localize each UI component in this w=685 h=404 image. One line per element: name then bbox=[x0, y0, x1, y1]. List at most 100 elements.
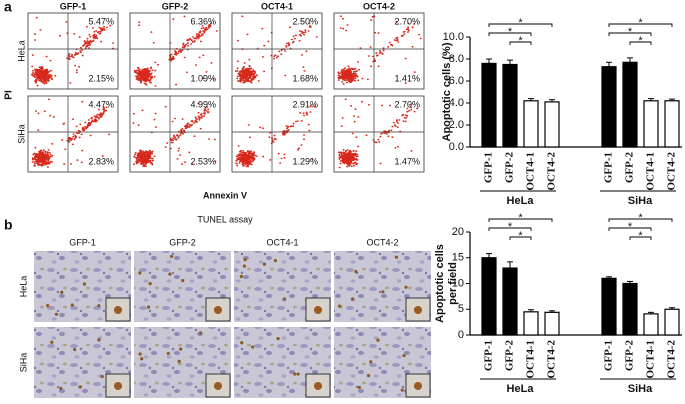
y-tick-label: 20 bbox=[452, 226, 464, 238]
flow-events bbox=[234, 15, 318, 84]
stained-nucleus bbox=[177, 359, 181, 363]
significance-star: * bbox=[518, 17, 523, 29]
bar bbox=[643, 100, 659, 148]
stained-nucleus bbox=[46, 304, 50, 308]
stained-nucleus bbox=[168, 272, 172, 276]
stained-nucleus bbox=[60, 290, 64, 294]
column-label: OCT4-2 bbox=[363, 1, 395, 11]
significance-bracket bbox=[488, 227, 532, 231]
significance-bracket bbox=[608, 218, 673, 222]
stained-nucleus bbox=[50, 340, 54, 344]
stained-nucleus bbox=[138, 271, 142, 275]
stained-nucleus bbox=[369, 360, 373, 364]
stained-nucleus bbox=[100, 374, 104, 379]
stained-nucleus bbox=[138, 352, 142, 356]
stained-nucleus bbox=[276, 337, 280, 341]
bar bbox=[601, 66, 617, 148]
flow-events bbox=[133, 15, 218, 87]
significance-star: * bbox=[518, 230, 523, 242]
quadrant-percent: 2.70% bbox=[394, 99, 420, 109]
significance-star: * bbox=[628, 221, 633, 233]
significance-star: * bbox=[638, 230, 643, 242]
bar bbox=[481, 257, 497, 336]
row-label: SiHa bbox=[16, 124, 26, 144]
flow-events bbox=[31, 98, 111, 168]
stained-nucleus bbox=[166, 351, 170, 356]
stained-nucleus bbox=[293, 372, 297, 376]
stained-nucleus bbox=[404, 285, 408, 289]
bar bbox=[622, 61, 638, 148]
x-tick-label: GFP-1 bbox=[483, 340, 495, 371]
y-tick-label: 2.0 bbox=[449, 119, 464, 131]
stained-nucleus bbox=[273, 259, 277, 263]
x-tick-label: OCT4-2 bbox=[666, 152, 678, 191]
column-label: GFP-1 bbox=[60, 1, 87, 11]
panel-label: b bbox=[4, 217, 13, 233]
flow-events bbox=[337, 98, 419, 169]
x-tick-label: OCT4-1 bbox=[525, 340, 537, 379]
inset-cell bbox=[414, 382, 422, 390]
stained-nucleus bbox=[70, 303, 74, 307]
significance-star: * bbox=[638, 212, 643, 224]
significance-bracket bbox=[629, 236, 652, 240]
inset-cell bbox=[314, 306, 322, 314]
significance-bracket bbox=[608, 32, 652, 36]
y-label: per field bbox=[447, 262, 459, 305]
bar bbox=[481, 62, 497, 148]
significance-bracket bbox=[509, 41, 532, 45]
y-tick-label: 10.0 bbox=[443, 31, 464, 43]
stained-nucleus bbox=[296, 372, 300, 376]
stained-nucleus bbox=[97, 304, 101, 308]
stained-nucleus bbox=[262, 262, 267, 266]
bar bbox=[502, 267, 518, 336]
x-tick-label: OCT4-1 bbox=[645, 340, 657, 379]
bar bbox=[544, 101, 560, 148]
stained-nucleus bbox=[140, 357, 144, 361]
inset-cell bbox=[414, 306, 422, 314]
quadrant-percent: 2.91% bbox=[292, 99, 318, 109]
group-label: HeLa bbox=[507, 195, 535, 207]
quadrant-percent: 1.47% bbox=[394, 156, 420, 166]
stained-nucleus bbox=[240, 341, 244, 345]
y-tick-label: 5 bbox=[458, 303, 464, 315]
stained-nucleus bbox=[402, 354, 406, 358]
quadrant-percent: 2.15% bbox=[88, 73, 114, 83]
significance-bracket bbox=[509, 236, 532, 240]
x-tick-label: OCT4-2 bbox=[546, 152, 558, 191]
stained-nucleus bbox=[198, 331, 203, 335]
quadrant-percent: 4.99% bbox=[190, 99, 216, 109]
panel-label: a bbox=[4, 0, 12, 15]
quadrant-percent: 1.29% bbox=[292, 156, 318, 166]
stained-nucleus bbox=[338, 304, 342, 308]
stained-nucleus bbox=[354, 269, 358, 274]
stained-nucleus bbox=[242, 264, 247, 268]
x-tick-label: GFP-2 bbox=[624, 340, 636, 372]
row-label: SiHa bbox=[18, 353, 28, 373]
column-label: OCT4-1 bbox=[266, 237, 298, 247]
stained-nucleus bbox=[400, 388, 404, 392]
bar bbox=[643, 313, 659, 336]
y-tick-label: 0.0 bbox=[449, 141, 464, 153]
inset-cell bbox=[214, 306, 222, 314]
group-label: HeLa bbox=[507, 383, 535, 395]
quadrant-percent: 1.41% bbox=[394, 73, 420, 83]
stained-nucleus bbox=[179, 347, 183, 351]
bar bbox=[664, 308, 680, 336]
tunel-title: TUNEL assay bbox=[197, 214, 253, 224]
stained-nucleus bbox=[381, 290, 385, 294]
quadrant-percent: 6.36% bbox=[190, 16, 216, 26]
bar bbox=[622, 282, 638, 336]
stained-nucleus bbox=[282, 297, 287, 301]
significance-bracket bbox=[608, 227, 652, 231]
x-tick-label: OCT4-1 bbox=[525, 152, 537, 191]
inset-cell bbox=[314, 382, 322, 390]
significance-bracket bbox=[488, 32, 532, 36]
y-label: PI bbox=[4, 90, 15, 100]
stained-nucleus bbox=[376, 338, 380, 342]
stained-nucleus bbox=[181, 279, 185, 283]
significance-star: * bbox=[518, 212, 523, 224]
stained-nucleus bbox=[357, 385, 361, 389]
stained-nucleus bbox=[366, 374, 371, 378]
significance-star: * bbox=[628, 26, 633, 38]
significance-star: * bbox=[508, 26, 513, 38]
